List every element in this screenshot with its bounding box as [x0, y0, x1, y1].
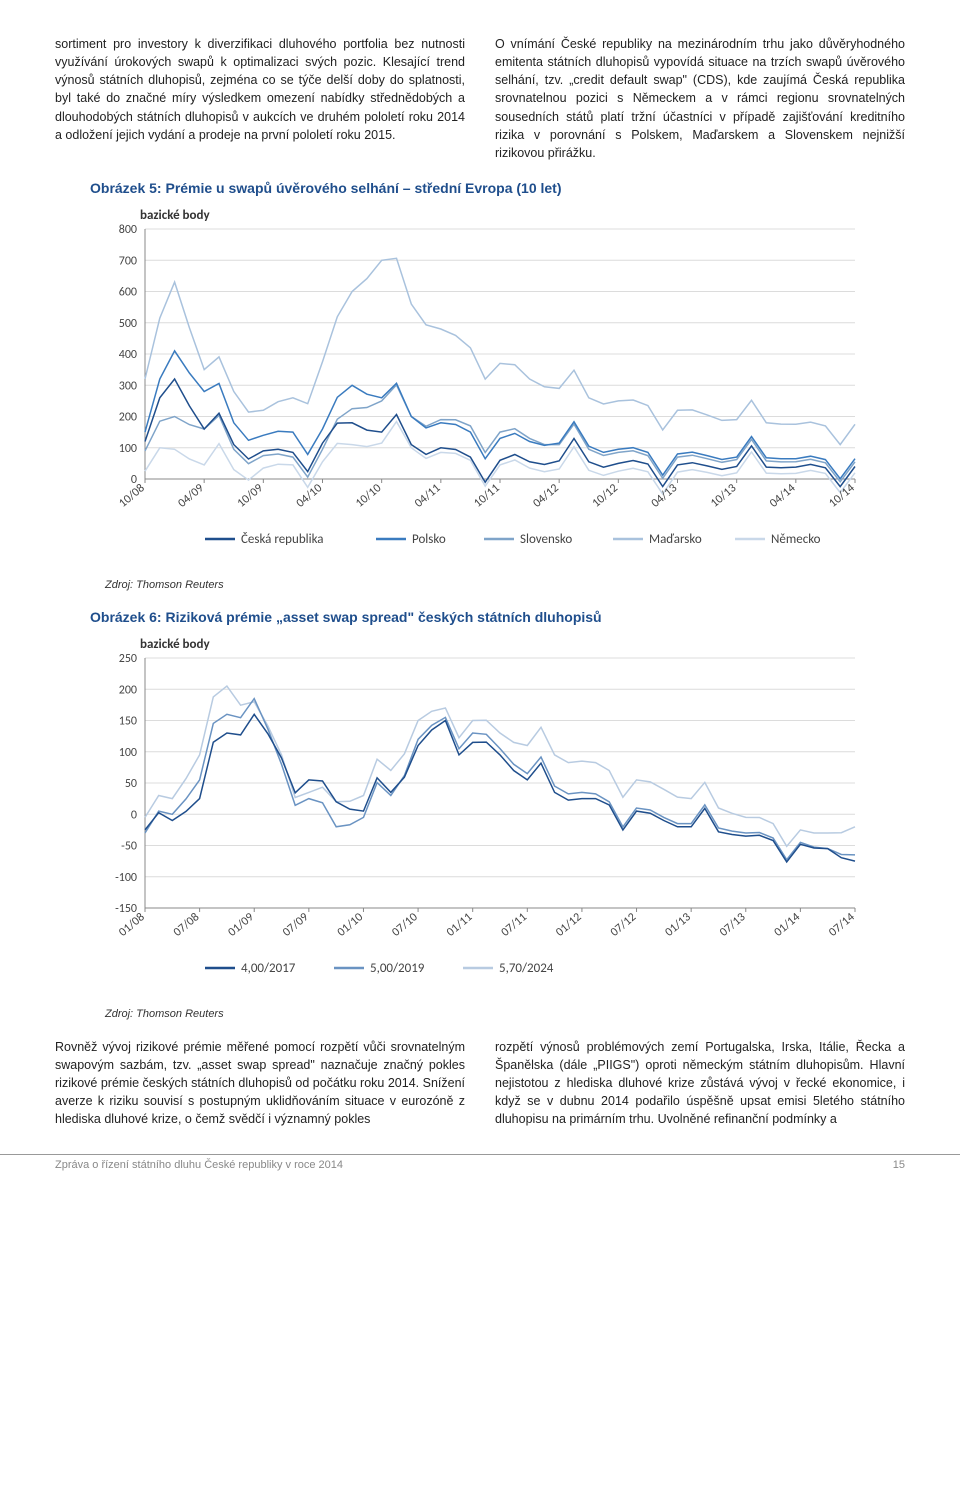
svg-text:200: 200	[119, 683, 137, 697]
svg-text:04/14: 04/14	[767, 481, 798, 510]
svg-text:04/13: 04/13	[649, 481, 680, 510]
footer-left: Zpráva o řízení státního dluhu České rep…	[55, 1159, 343, 1171]
svg-text:07/11: 07/11	[499, 910, 530, 939]
svg-text:07/13: 07/13	[717, 910, 748, 939]
svg-text:10/11: 10/11	[471, 481, 502, 510]
svg-text:4,00/2017: 4,00/2017	[241, 961, 296, 976]
svg-text:300: 300	[119, 379, 137, 393]
svg-text:400: 400	[119, 348, 137, 362]
chart6-source: Zdroj: Thomson Reuters	[105, 1008, 905, 1020]
svg-text:10/09: 10/09	[235, 481, 266, 510]
svg-text:04/10: 04/10	[294, 481, 325, 510]
svg-text:600: 600	[119, 285, 137, 299]
footer-right: 15	[893, 1159, 905, 1171]
svg-text:5,70/2024: 5,70/2024	[499, 961, 554, 976]
chart5-svg: bazické body010020030040050060070080010/…	[90, 204, 870, 564]
svg-text:01/14: 01/14	[772, 910, 803, 939]
svg-text:04/12: 04/12	[531, 481, 562, 510]
svg-text:Německo: Německo	[771, 532, 821, 547]
paragraph-top-right: O vnímání České republiky na mezinárodní…	[495, 35, 905, 162]
svg-text:07/14: 07/14	[826, 910, 857, 939]
chart5-title: Obrázek 5: Prémie u swapů úvěrového selh…	[90, 180, 905, 196]
svg-text:10/13: 10/13	[708, 481, 739, 510]
svg-text:01/12: 01/12	[553, 910, 584, 939]
svg-text:800: 800	[119, 223, 137, 237]
chart6-svg: bazické body-150-100-5005010015020025001…	[90, 633, 870, 993]
svg-text:10/08: 10/08	[116, 481, 147, 510]
svg-text:250: 250	[119, 652, 137, 666]
svg-text:50: 50	[125, 777, 137, 791]
svg-text:200: 200	[119, 410, 137, 424]
svg-text:Maďarsko: Maďarsko	[649, 532, 702, 547]
svg-text:04/11: 04/11	[412, 481, 443, 510]
svg-text:700: 700	[119, 254, 137, 268]
svg-text:10/12: 10/12	[590, 481, 621, 510]
svg-text:01/13: 01/13	[663, 910, 694, 939]
chart6-title: Obrázek 6: Riziková prémie „asset swap s…	[90, 609, 905, 625]
svg-text:Polsko: Polsko	[412, 532, 446, 547]
svg-text:100: 100	[119, 442, 137, 456]
svg-text:-100: -100	[115, 871, 137, 885]
svg-text:04/09: 04/09	[176, 481, 207, 510]
svg-text:07/12: 07/12	[608, 910, 639, 939]
svg-text:Česká republika: Česká republika	[241, 532, 324, 547]
chart6-container: bazické body-150-100-5005010015020025001…	[90, 633, 870, 998]
svg-text:01/09: 01/09	[226, 910, 257, 939]
paragraph-bottom-left: Rovněž vývoj rizikové prémie měřené pomo…	[55, 1038, 465, 1129]
footer-separator	[0, 1154, 960, 1155]
bottom-paragraphs: Rovněž vývoj rizikové prémie měřené pomo…	[55, 1038, 905, 1129]
chart5-source: Zdroj: Thomson Reuters	[105, 579, 905, 591]
paragraph-bottom-right: rozpětí výnosů problémových zemí Portuga…	[495, 1038, 905, 1129]
svg-text:Slovensko: Slovensko	[520, 532, 572, 547]
svg-text:150: 150	[119, 714, 137, 728]
svg-text:bazické body: bazické body	[140, 637, 211, 652]
svg-text:5,00/2019: 5,00/2019	[370, 961, 425, 976]
svg-text:10/10: 10/10	[353, 481, 384, 510]
paragraph-top-left: sortiment pro investory k diverzifikaci …	[55, 35, 465, 162]
svg-text:-50: -50	[121, 839, 137, 853]
svg-text:01/10: 01/10	[335, 910, 366, 939]
svg-text:100: 100	[119, 746, 137, 760]
svg-text:01/11: 01/11	[444, 910, 475, 939]
svg-text:10/14: 10/14	[826, 481, 857, 510]
svg-text:500: 500	[119, 317, 137, 331]
svg-text:07/08: 07/08	[171, 910, 202, 939]
svg-text:bazické body: bazické body	[140, 208, 211, 223]
top-paragraphs: sortiment pro investory k diverzifikaci …	[55, 35, 905, 162]
svg-text:07/09: 07/09	[280, 910, 311, 939]
svg-text:07/10: 07/10	[389, 910, 420, 939]
page-footer: Zpráva o řízení státního dluhu České rep…	[55, 1159, 905, 1171]
chart5-container: bazické body010020030040050060070080010/…	[90, 204, 870, 569]
svg-text:0: 0	[131, 808, 137, 822]
